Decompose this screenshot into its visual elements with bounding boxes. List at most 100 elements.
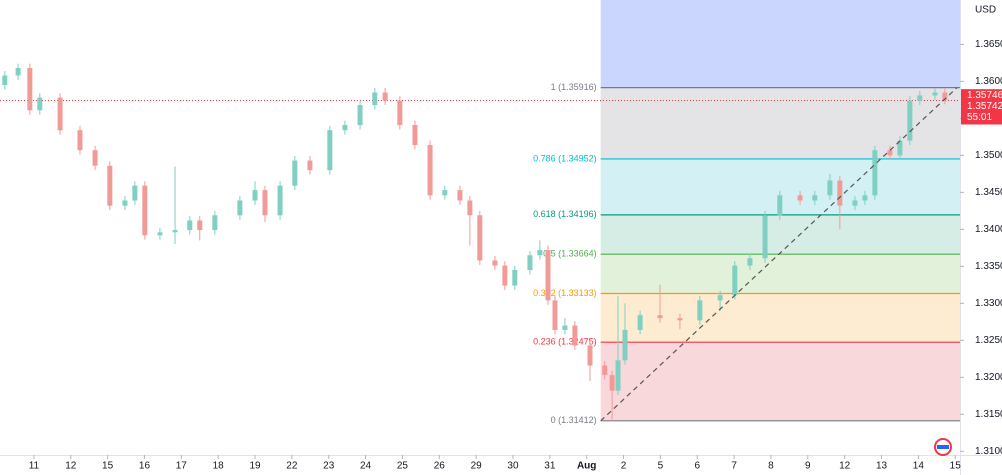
candle-body bbox=[397, 100, 403, 126]
x-tick-label: 9 bbox=[805, 461, 811, 472]
x-tick-label: 16 bbox=[139, 461, 151, 472]
y-tick-label: 1.33000 bbox=[975, 298, 1002, 309]
y-tick-label: 1.34000 bbox=[975, 224, 1002, 235]
y-tick-label: 1.32000 bbox=[975, 372, 1002, 383]
x-tick-label: 5 bbox=[658, 461, 664, 472]
fib-zone bbox=[600, 87, 960, 159]
fib-zone-above bbox=[600, 0, 960, 88]
candle-body bbox=[122, 200, 128, 206]
candle-body bbox=[657, 315, 663, 319]
x-tick-label: 7 bbox=[731, 461, 737, 472]
x-tick-label: 8 bbox=[768, 461, 774, 472]
candle-body bbox=[492, 260, 498, 266]
x-tick-label: 26 bbox=[434, 461, 446, 472]
candle-body bbox=[527, 255, 533, 271]
candle-body bbox=[907, 100, 913, 141]
candle-body bbox=[609, 375, 615, 391]
y-tick-label: 1.31000 bbox=[975, 446, 1002, 457]
y-tick-label: 1.35000 bbox=[975, 150, 1002, 161]
candle-body bbox=[537, 250, 543, 256]
fib-level-label: 0.236 (1.32475) bbox=[533, 337, 597, 347]
candle-body bbox=[717, 295, 723, 301]
fib-zone bbox=[600, 254, 960, 294]
candle-body bbox=[797, 195, 803, 201]
fib-level-label: 0 (1.31412) bbox=[551, 415, 597, 425]
fib-level-label: 0.5 (1.33664) bbox=[543, 249, 597, 259]
fib-zone bbox=[600, 214, 960, 255]
fib-level-label: 1 (1.35916) bbox=[551, 82, 597, 92]
price-tag bbox=[961, 100, 1002, 125]
candle-body bbox=[2, 75, 8, 86]
candle-body bbox=[615, 360, 621, 391]
candle-body bbox=[552, 300, 558, 330]
y-tick-label: 1.31500 bbox=[975, 409, 1002, 420]
candle-body bbox=[27, 68, 33, 111]
x-tick-label: 12 bbox=[65, 461, 77, 472]
x-tick-label: 11 bbox=[29, 461, 40, 472]
x-tick-label: 19 bbox=[249, 461, 261, 472]
candle-body bbox=[262, 190, 268, 216]
candle-body bbox=[477, 215, 483, 261]
candle-body bbox=[512, 270, 518, 286]
plot-area: 1 (1.35916) 0.786 (1.34952) 0.618 (1.34196… bbox=[0, 0, 960, 425]
price-tag bbox=[961, 89, 1002, 102]
candle-body bbox=[132, 185, 138, 201]
x-tick-label: Aug bbox=[577, 461, 596, 472]
candle-body bbox=[762, 215, 768, 259]
candle-body bbox=[237, 200, 243, 216]
candle-body bbox=[887, 150, 893, 156]
candle-body bbox=[327, 130, 333, 171]
candle-body bbox=[777, 195, 783, 216]
y-tick-label: 1.36500 bbox=[975, 39, 1002, 50]
x-tick-label: 17 bbox=[176, 461, 188, 472]
x-tick-label: 15 bbox=[102, 461, 114, 472]
candle-body bbox=[292, 160, 298, 186]
x-tick-label: 30 bbox=[507, 461, 519, 472]
candle-body bbox=[92, 150, 98, 166]
candle-body bbox=[37, 97, 43, 111]
candle-body bbox=[622, 329, 628, 361]
x-tick-label: 6 bbox=[694, 461, 700, 472]
fib-zone bbox=[600, 342, 960, 421]
candle-body bbox=[932, 92, 938, 96]
candle-body bbox=[732, 265, 738, 296]
candle-body bbox=[852, 200, 858, 206]
x-tick-label: 25 bbox=[397, 461, 409, 472]
fib-level-label: 0.382 (1.33133) bbox=[533, 288, 597, 298]
candle-body bbox=[872, 150, 878, 196]
candle-body bbox=[15, 68, 21, 76]
candle-body bbox=[442, 190, 448, 196]
x-tick-label: 23 bbox=[323, 461, 335, 472]
y-tick-label: 1.36000 bbox=[975, 76, 1002, 87]
price-tag-label: 1.35742 bbox=[967, 101, 1002, 112]
x-tick-label: 22 bbox=[286, 461, 298, 472]
fib-level-label: 0.786 (1.34952) bbox=[533, 153, 597, 163]
candle-body bbox=[427, 145, 433, 196]
x-tick-label: 15 bbox=[950, 461, 962, 472]
candle-body bbox=[862, 195, 868, 201]
candle-body bbox=[677, 318, 683, 321]
candle-body bbox=[342, 125, 348, 131]
candle-body bbox=[917, 95, 923, 101]
candle-body bbox=[502, 265, 508, 286]
candle-body bbox=[587, 345, 593, 366]
candle-body bbox=[197, 220, 203, 231]
logo bbox=[934, 438, 952, 456]
x-tick-label: 29 bbox=[471, 461, 483, 472]
price-tag-countdown: 55:01 bbox=[967, 112, 992, 123]
currency-label: USD bbox=[975, 5, 996, 16]
candle-body bbox=[897, 140, 903, 156]
x-tick-label: 18 bbox=[213, 461, 225, 472]
candle-body bbox=[457, 190, 463, 201]
candle-body bbox=[572, 325, 578, 346]
candle-body bbox=[357, 105, 363, 126]
x-tick-label: 24 bbox=[360, 461, 372, 472]
fib-trend-line bbox=[600, 87, 958, 422]
candle-body bbox=[942, 92, 948, 100]
y-tick-label: 1.34500 bbox=[975, 187, 1002, 198]
candle-body bbox=[697, 300, 703, 321]
candle-body bbox=[277, 185, 283, 216]
y-tick-label: 1.32500 bbox=[975, 335, 1002, 346]
x-tick-label: 2 bbox=[621, 461, 627, 472]
